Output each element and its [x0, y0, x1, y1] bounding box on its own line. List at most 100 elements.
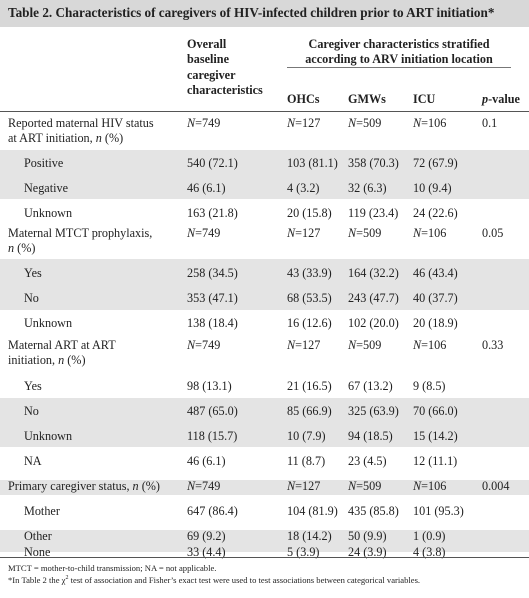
row-label: No	[24, 404, 39, 418]
cell-icu: 12 (11.1)	[413, 454, 458, 468]
cell-ohcs: 85 (66.9)	[287, 404, 332, 418]
cell-ohcs: 103 (81.1)	[287, 156, 338, 170]
cell-icu: 1 (0.9)	[413, 529, 446, 543]
cell-ohcs: 4 (3.2)	[287, 181, 320, 195]
n-gmws: N=509	[348, 116, 382, 130]
cell-overall: 118 (15.7)	[187, 429, 238, 443]
n-gmws: N=509	[348, 479, 382, 493]
cell-ohcs: 43 (33.9)	[287, 266, 332, 280]
cell-ohcs: 104 (81.9)	[287, 504, 338, 518]
row-label: Mother	[24, 504, 60, 518]
header-pvalue: p-value	[482, 92, 520, 106]
row-label: None	[24, 545, 51, 559]
band-4	[0, 480, 529, 495]
header-divider	[287, 67, 511, 68]
n-gmws: N=509	[348, 338, 382, 352]
cell-overall: 46 (6.1)	[187, 181, 226, 195]
band-3	[0, 398, 529, 447]
cell-gmws: 102 (20.0)	[348, 316, 399, 330]
p-value: 0.1	[482, 116, 498, 130]
cell-ohcs: 20 (15.8)	[287, 206, 332, 220]
header-overall: Overall baseline caregiver characteristi…	[187, 37, 263, 98]
cell-icu: 101 (95.3)	[413, 504, 464, 518]
cell-icu: 70 (66.0)	[413, 404, 458, 418]
band-5	[0, 530, 529, 552]
cell-overall: 258 (34.5)	[187, 266, 238, 280]
cell-ohcs: 16 (12.6)	[287, 316, 332, 330]
cell-ohcs: 10 (7.9)	[287, 429, 326, 443]
n-ohcs: N=127	[287, 338, 321, 352]
header-gmws: GMWs	[348, 92, 386, 106]
row-label: No	[24, 291, 39, 305]
footnote-abbreviations: MTCT = mother-to-child transmission; NA …	[8, 563, 217, 573]
cell-icu: 4 (3.8)	[413, 545, 446, 559]
row-label: Yes	[24, 266, 42, 280]
p-value: 0.004	[482, 479, 510, 493]
cell-icu: 15 (14.2)	[413, 429, 458, 443]
cell-overall: 138 (18.4)	[187, 316, 238, 330]
p-value: 0.33	[482, 338, 504, 352]
row-label: Unknown	[24, 206, 73, 220]
row-label: Other	[24, 529, 52, 543]
cell-icu: 72 (67.9)	[413, 156, 458, 170]
cell-overall: 98 (13.1)	[187, 379, 232, 393]
cell-ohcs: 11 (8.7)	[287, 454, 326, 468]
n-icu: N=106	[413, 338, 447, 352]
n-icu: N=106	[413, 116, 447, 130]
cell-overall: 487 (65.0)	[187, 404, 238, 418]
cell-overall: 69 (9.2)	[187, 529, 226, 543]
cell-icu: 46 (43.4)	[413, 266, 458, 280]
cell-gmws: 23 (4.5)	[348, 454, 387, 468]
row-label: Yes	[24, 379, 42, 393]
row-label: Unknown	[24, 316, 73, 330]
cell-icu: 10 (9.4)	[413, 181, 452, 195]
title-bar: Table 2. Characteristics of caregivers o…	[0, 0, 529, 27]
cell-gmws: 358 (70.3)	[348, 156, 399, 170]
row-label: NA	[24, 454, 42, 468]
cell-ohcs: 18 (14.2)	[287, 529, 332, 543]
n-ohcs: N=127	[287, 479, 321, 493]
n-ohcs: N=127	[287, 116, 321, 130]
cell-gmws: 67 (13.2)	[348, 379, 393, 393]
header-icu: ICU	[413, 92, 436, 106]
n-overall: N=749	[187, 479, 221, 493]
n-ohcs: N=127	[287, 226, 321, 240]
cell-gmws: 164 (32.2)	[348, 266, 399, 280]
cell-gmws: 24 (3.9)	[348, 545, 387, 559]
cell-overall: 540 (72.1)	[187, 156, 238, 170]
cell-ohcs: 68 (53.5)	[287, 291, 332, 305]
cell-gmws: 243 (47.7)	[348, 291, 399, 305]
header-stratified: Caregiver characteristics stratified acc…	[305, 37, 493, 67]
cell-overall: 46 (6.1)	[187, 454, 226, 468]
header-ohcs: OHCs	[287, 92, 320, 106]
cell-icu: 20 (18.9)	[413, 316, 458, 330]
cell-gmws: 32 (6.3)	[348, 181, 387, 195]
row-label: Negative	[24, 181, 68, 195]
section-label-mtct: Maternal MTCT prophylaxis, n (%)	[8, 226, 153, 256]
footnote-tests: *In Table 2 the χ2 test of association a…	[8, 575, 421, 585]
n-overall: N=749	[187, 116, 221, 130]
footer-rule	[0, 557, 529, 558]
table-title: Table 2. Characteristics of caregivers o…	[8, 5, 495, 20]
row-label: Unknown	[24, 429, 73, 443]
cell-overall: 647 (86.4)	[187, 504, 238, 518]
cell-icu: 9 (8.5)	[413, 379, 446, 393]
n-icu: N=106	[413, 479, 447, 493]
n-overall: N=749	[187, 338, 221, 352]
cell-gmws: 435 (85.8)	[348, 504, 399, 518]
section-label-hiv-status: Reported maternal HIV status at ART init…	[8, 116, 154, 146]
n-icu: N=106	[413, 226, 447, 240]
p-value: 0.05	[482, 226, 504, 240]
band-1	[0, 150, 529, 199]
row-label: Positive	[24, 156, 64, 170]
header-rule	[0, 111, 529, 112]
cell-ohcs: 21 (16.5)	[287, 379, 332, 393]
band-2	[0, 259, 529, 310]
cell-ohcs: 5 (3.9)	[287, 545, 320, 559]
cell-overall: 33 (4.4)	[187, 545, 226, 559]
section-label-primary-caregiver: Primary caregiver status, n (%)	[8, 479, 160, 493]
n-gmws: N=509	[348, 226, 382, 240]
cell-overall: 163 (21.8)	[187, 206, 238, 220]
cell-gmws: 119 (23.4)	[348, 206, 399, 220]
